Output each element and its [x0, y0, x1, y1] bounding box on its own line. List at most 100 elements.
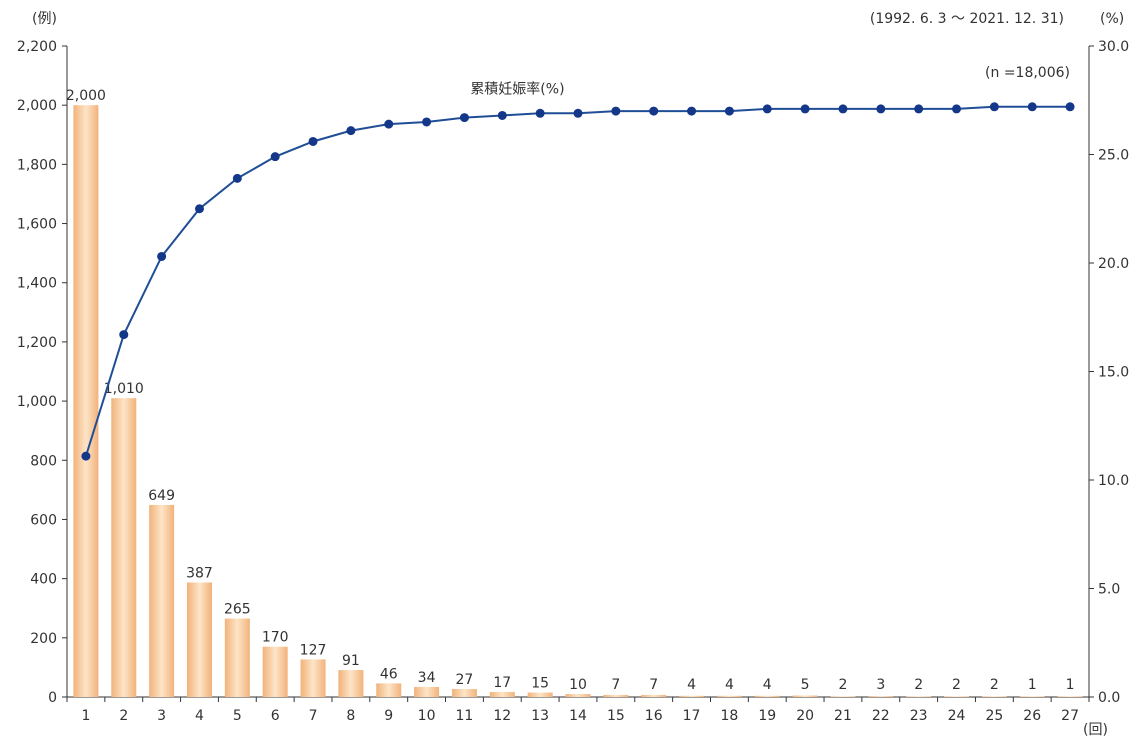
x-tick-label: 5: [233, 708, 242, 724]
line-point: [952, 104, 962, 114]
right-y-axis: 0.0 5.0 10.0 15.0 20.0 25.0 30.0: [1088, 39, 1129, 706]
bar: [73, 105, 99, 697]
left-tick-label: 1,400: [17, 276, 57, 292]
bar-data-label: 5: [801, 677, 810, 693]
x-tick-label: 25: [985, 708, 1003, 724]
bar: [1019, 696, 1045, 697]
bar-data-label: 3: [876, 677, 885, 693]
left-tick-label: 1,600: [17, 217, 57, 233]
left-tick-label: 1,800: [17, 157, 57, 173]
bar-data-label: 4: [687, 677, 696, 693]
bar: [603, 694, 629, 697]
line-point: [1027, 102, 1037, 112]
x-axis-unit-label: (回): [1083, 722, 1108, 737]
line-point: [157, 251, 167, 261]
bar-data-label: 2: [914, 677, 923, 693]
bar: [262, 646, 288, 697]
x-tick-label: 7: [309, 708, 318, 724]
bar: [754, 695, 780, 697]
left-tick-label: 0: [48, 690, 57, 706]
line-point: [384, 119, 394, 129]
bar-data-label: 17: [493, 675, 511, 691]
line-point: [762, 104, 772, 114]
x-tick-label: 26: [1023, 708, 1041, 724]
x-tick-label: 14: [569, 708, 587, 724]
left-tick-label: 200: [30, 631, 57, 647]
bar: [641, 694, 667, 697]
sample-size-note: (n =18,006): [985, 65, 1070, 81]
x-tick-label: 4: [195, 708, 204, 724]
bar-data-label: 2: [952, 677, 961, 693]
bar: [111, 398, 137, 697]
bar-data-label: 7: [611, 677, 620, 693]
x-tick-label: 23: [910, 708, 928, 724]
x-tick-label: 11: [456, 708, 474, 724]
bar: [300, 659, 326, 697]
bar-data-label: 1: [1028, 677, 1037, 693]
x-tick-label: 9: [384, 708, 393, 724]
x-tick-label: 19: [758, 708, 776, 724]
bar: [981, 696, 1007, 697]
x-tick-label: 16: [645, 708, 663, 724]
bar: [414, 686, 440, 697]
left-axis-unit-label: (例): [32, 11, 57, 27]
line-point: [346, 126, 356, 136]
line-point: [232, 173, 242, 183]
x-axis: 1 2 3 4 5 6 7 8 9 10 11 12 13 14 15 16 17 18 19 20 21 22 23 24 2…: [66, 696, 1090, 724]
bar-data-label: 265: [224, 602, 251, 618]
x-tick-label: 24: [948, 708, 966, 724]
bar-data-label: 387: [186, 565, 213, 581]
bar: [1057, 696, 1083, 697]
bar-data-label: 2: [990, 677, 999, 693]
bar-data-label: 27: [456, 672, 474, 688]
x-tick-label: 18: [720, 708, 738, 724]
bar: [868, 696, 894, 697]
line-point: [573, 108, 583, 118]
right-tick-label: 10.0: [1098, 473, 1129, 489]
bar: [830, 696, 856, 697]
line-point: [459, 113, 469, 123]
bar-data-label: 7: [649, 677, 658, 693]
x-tick-label: 6: [271, 708, 280, 724]
line-point: [611, 106, 621, 116]
line-point: [270, 152, 280, 162]
left-tick-label: 800: [30, 453, 57, 469]
bar-data-label: 170: [262, 630, 289, 646]
left-tick-label: 1,200: [17, 335, 57, 351]
cumulative-line-series: [81, 102, 1075, 461]
bar-data-label: 649: [148, 488, 175, 504]
left-tick-label: 1,000: [17, 394, 57, 410]
line-point: [535, 108, 545, 118]
bar-data-label: 91: [342, 653, 360, 669]
bar: [679, 695, 705, 697]
left-tick-label: 400: [30, 572, 57, 588]
line-point: [838, 104, 848, 114]
bar-data-label: 4: [763, 677, 772, 693]
bar-data-label: 1: [1066, 677, 1075, 693]
bar-data-label: 46: [380, 666, 398, 682]
line-point: [989, 102, 999, 112]
x-tick-label: 10: [418, 708, 436, 724]
bar-data-label: 15: [531, 676, 549, 692]
period-note: (1992. 6. 3 ～ 2021. 12. 31): [870, 11, 1064, 27]
line-point: [800, 104, 810, 114]
bar: [792, 695, 818, 697]
bar-data-label: 34: [418, 670, 436, 686]
bar: [376, 683, 402, 697]
bar: [906, 696, 932, 697]
x-tick-label: 22: [872, 708, 890, 724]
bar-data-label: 2,000: [66, 88, 106, 104]
x-tick-label: 21: [834, 708, 852, 724]
x-tick-label: 13: [531, 708, 549, 724]
line-point: [81, 451, 91, 461]
right-tick-label: 15.0: [1098, 365, 1129, 381]
x-tick-label: 12: [493, 708, 511, 724]
x-tick-label: 3: [157, 708, 166, 724]
bar: [527, 692, 553, 697]
line-point: [1065, 102, 1075, 112]
bar: [224, 618, 250, 697]
x-tick-label: 15: [607, 708, 625, 724]
line-point: [687, 106, 697, 116]
